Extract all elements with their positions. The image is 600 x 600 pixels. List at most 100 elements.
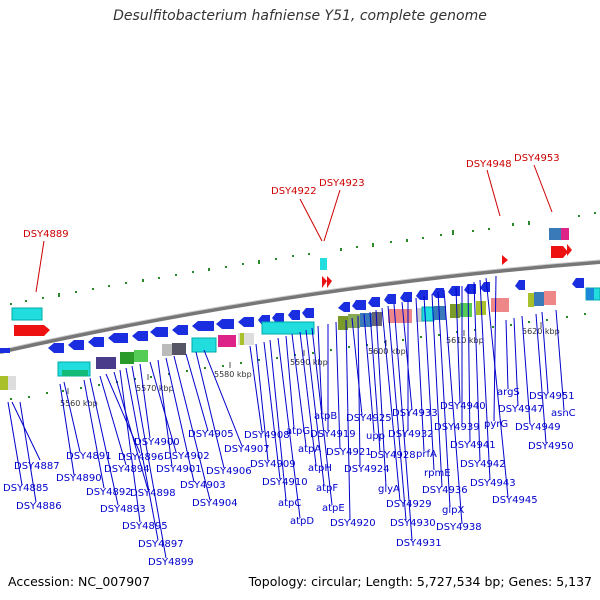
backbone-highlight [0, 259, 600, 351]
gene-label: DSY4887 [14, 461, 60, 472]
gene-label: DSY4939 [434, 422, 480, 433]
gene-label: DSY4945 [492, 495, 538, 506]
gene-label: atpA [298, 444, 321, 455]
red-leader-lines [35, 164, 553, 293]
gene-label: DSY4938 [436, 522, 482, 533]
upper-dotted-track [10, 212, 596, 305]
gene-label: glpX [442, 505, 464, 516]
gene-label: atpB [314, 411, 337, 422]
gene-label: DSY4886 [16, 501, 62, 512]
gene-label: DSY4920 [330, 518, 376, 529]
gene-label: DSY4906 [206, 466, 252, 477]
accession-text: Accession: NC_007907 [8, 574, 151, 589]
gene-label: DSY4929 [386, 499, 432, 510]
gene-label: upp [366, 431, 385, 442]
gene-box [549, 228, 561, 240]
gene-label: DSY4899 [148, 557, 194, 568]
gene-box [561, 228, 569, 240]
tick-label: 5590 kbp [290, 358, 328, 367]
gene-label: DSY4891 [66, 451, 112, 462]
gene-label: asnC [551, 408, 576, 419]
gene-label: DSY4894 [104, 464, 150, 475]
gene-box [11, 307, 43, 321]
gene-label: DSY4909 [250, 459, 296, 470]
tick-label: 5610 kbp [446, 336, 484, 345]
gene-label: DSY4901 [156, 464, 202, 475]
gene-label: pyrG [484, 419, 508, 430]
gene-label: DSY4925 [346, 413, 392, 424]
gene-label: DSY4949 [515, 422, 561, 433]
gene-label: DSY4896 [118, 452, 164, 463]
tick-label: 5580 kbp [214, 370, 252, 379]
gene-label: atpC [278, 498, 301, 509]
reverse-strand-arrows [0, 278, 584, 353]
gene-label: DSY4907 [224, 444, 270, 455]
gene-label: DSY4904 [192, 498, 238, 509]
gene-label: DSY4895 [122, 521, 168, 532]
gene-arrow [567, 244, 572, 256]
gene-label: DSY4902 [164, 451, 210, 462]
gene-label: DSY4885 [3, 483, 49, 494]
gene-arrow [44, 325, 50, 336]
gene-label: atpE [322, 503, 345, 514]
tick-label: 5600 kbp [368, 347, 406, 356]
forward-strand-genes [11, 228, 572, 336]
gene-label: DSY4931 [396, 538, 442, 549]
gene-label: DSY4932 [388, 429, 434, 440]
gene-arrow [327, 276, 332, 288]
gene-label: DSY4936 [422, 485, 468, 496]
gene-label: prfA [416, 449, 437, 460]
gene-label: DSY4919 [310, 429, 356, 440]
gene-label: atpH [308, 463, 332, 474]
ruler-ticks [67, 322, 542, 394]
tick-label: 5570 kbp [136, 384, 174, 393]
gene-label: atpF [316, 483, 338, 494]
gene-label: DSY4893 [100, 504, 146, 515]
gene-label: DSY4908 [244, 430, 290, 441]
gene-label: DSY4951 [529, 391, 575, 402]
gene-label: atpG [286, 426, 310, 437]
gene-label: DSY4910 [262, 477, 308, 488]
tick-label: 5560 kbp [60, 399, 98, 408]
genome-backbone [0, 260, 600, 354]
gene-label: rpmE [424, 468, 451, 479]
gene-label-red: DSY4889 [23, 229, 69, 240]
gene-label: DSY4947 [498, 404, 544, 415]
gene-label: argS [497, 387, 520, 398]
gene-label: DSY4941 [450, 440, 496, 451]
tick-label: 5620 kbp [522, 327, 560, 336]
gene-box [14, 325, 44, 336]
gene-label: DSY4897 [138, 539, 184, 550]
genome-title: Desulfitobacterium hafniense Y51, comple… [113, 8, 487, 24]
gene-label: DSY4905 [188, 429, 234, 440]
gene-label: DSY4928 [370, 450, 416, 461]
gene-label-red: DSY4923 [319, 178, 365, 189]
blue-gene-labels: DSY4887 DSY4885 DSY4886 DSY4891 DSY4890 … [3, 387, 576, 568]
gene-label: DSY4892 [86, 487, 132, 498]
gene-label: DSY4903 [180, 480, 226, 491]
gene-label: glyA [378, 484, 400, 495]
gene-label: DSY4942 [460, 459, 506, 470]
gene-label: DSY4933 [392, 408, 438, 419]
blue-leader-lines [7, 275, 565, 559]
gene-label: DSY4890 [56, 473, 102, 484]
gene-label: DSY4940 [440, 401, 486, 412]
gene-box [320, 258, 327, 270]
gene-arrow [322, 276, 327, 288]
gene-arrow [563, 246, 568, 258]
gene-label: DSY4900 [134, 437, 180, 448]
gene-label: DSY4950 [528, 441, 574, 452]
topology-text: Topology: circular; Length: 5,727,534 bp… [248, 574, 592, 589]
gene-label: DSY4943 [470, 478, 516, 489]
gene-label: atpD [290, 516, 314, 527]
gene-label: DSY4898 [130, 488, 176, 499]
gene-label: DSY4921 [326, 447, 372, 458]
gene-label-red: DSY4922 [271, 186, 317, 197]
gene-label-red: DSY4953 [514, 153, 560, 164]
gene-label: DSY4924 [344, 464, 390, 475]
colored-gene-boxes [0, 287, 600, 390]
gene-label-red: DSY4948 [466, 159, 512, 170]
gene-box [551, 246, 563, 258]
gene-label: DSY4930 [390, 518, 436, 529]
